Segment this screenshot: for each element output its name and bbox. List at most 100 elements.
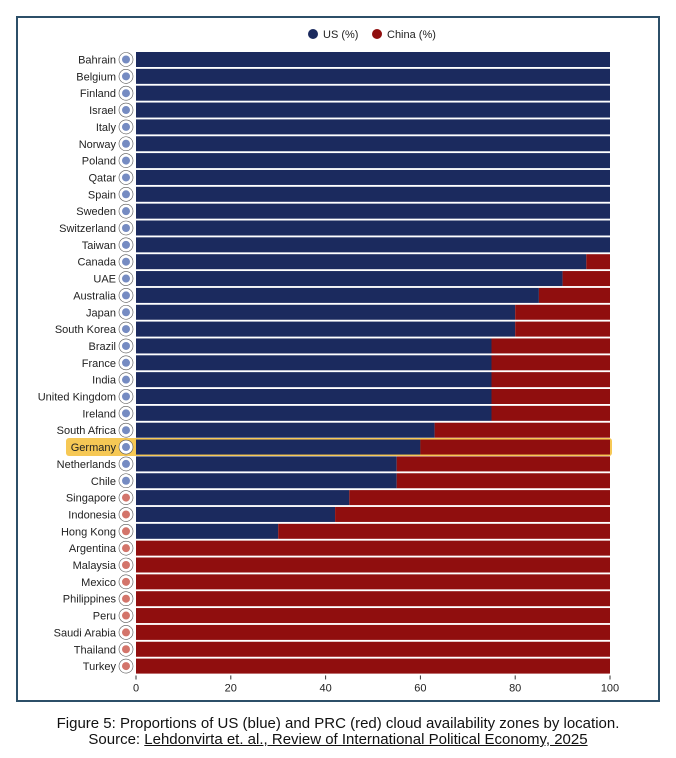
bar-us-brazil xyxy=(136,338,492,354)
bar-china-hong-kong xyxy=(278,523,610,539)
category-label-switzerland: Switzerland xyxy=(59,223,116,235)
bar-us-taiwan xyxy=(136,237,610,253)
flag-dot-bahrain xyxy=(122,55,130,64)
flag-dot-finland xyxy=(122,89,130,98)
legend-label-us: US (%) xyxy=(323,29,358,41)
category-label-australia: Australia xyxy=(73,290,117,302)
category-label-france: France xyxy=(82,358,116,370)
bar-china-thailand xyxy=(136,641,610,657)
category-label-poland: Poland xyxy=(82,156,116,168)
bar-china-india xyxy=(491,372,610,388)
bar-us-germany xyxy=(136,439,421,455)
bar-china-south-korea xyxy=(515,321,610,337)
bar-us-india xyxy=(136,372,492,388)
caption-source-label: Source: xyxy=(88,731,145,748)
flag-dot-spain xyxy=(122,190,130,199)
category-label-chile: Chile xyxy=(91,476,116,488)
legend-marker-china xyxy=(372,29,382,39)
bar-china-singapore xyxy=(349,490,610,506)
bar-us-qatar xyxy=(136,169,610,185)
category-label-thailand: Thailand xyxy=(74,644,116,656)
flag-dot-turkey xyxy=(122,662,130,671)
flag-dot-argentina xyxy=(122,544,130,553)
category-label-indonesia: Indonesia xyxy=(68,509,117,521)
bar-china-uae xyxy=(562,271,610,287)
bar-us-south-africa xyxy=(136,422,435,438)
legend-label-china: China (%) xyxy=(387,29,436,41)
flag-dot-netherlands xyxy=(122,459,130,468)
figure-caption: Figure 5: Proportions of US (blue) and P… xyxy=(0,716,676,748)
bar-china-canada xyxy=(586,254,610,270)
caption-source-link[interactable]: Lehdonvirta et. al., Review of Internati… xyxy=(144,731,588,748)
bar-china-argentina xyxy=(136,540,610,556)
bar-us-united-kingdom xyxy=(136,389,492,404)
category-label-spain: Spain xyxy=(88,189,116,201)
flag-dot-brazil xyxy=(122,341,130,350)
flag-dot-malaysia xyxy=(122,561,130,569)
category-label-mexico: Mexico xyxy=(81,577,116,589)
bar-us-poland xyxy=(136,153,610,169)
bar-us-south-korea xyxy=(136,321,516,337)
bar-china-south-africa xyxy=(434,422,610,438)
category-label-qatar: Qatar xyxy=(88,172,116,184)
flag-dot-saudi-arabia xyxy=(122,628,130,637)
category-label-south-africa: South Africa xyxy=(57,425,117,437)
category-label-brazil: Brazil xyxy=(88,341,116,353)
flag-dot-poland xyxy=(122,156,130,165)
category-label-ireland: Ireland xyxy=(82,408,116,420)
figure-frame: US (%) China (%) Bahrain Belgium Finland Isra… xyxy=(16,16,660,702)
bar-us-indonesia xyxy=(136,506,336,522)
flag-dot-germany xyxy=(122,443,130,452)
category-label-italy: Italy xyxy=(96,122,117,134)
x-tick-label-80: 80 xyxy=(509,682,521,694)
bar-us-spain xyxy=(136,186,610,202)
category-label-philippines: Philippines xyxy=(63,594,117,606)
flag-dot-thailand xyxy=(122,645,130,654)
flag-dot-chile xyxy=(122,476,130,485)
category-label-saudi-arabia: Saudi Arabia xyxy=(54,627,117,639)
category-label-uae: UAE xyxy=(93,274,116,286)
bar-us-france xyxy=(136,355,492,371)
bar-us-australia xyxy=(136,287,539,303)
flag-dot-belgium xyxy=(122,72,130,81)
caption-line: Figure 5: Proportions of US (blue) and P… xyxy=(56,715,620,732)
bar-us-japan xyxy=(136,304,516,320)
bar-us-belgium xyxy=(136,68,610,84)
category-label-malaysia: Malaysia xyxy=(73,560,117,572)
bar-china-australia xyxy=(538,287,610,303)
category-label-taiwan: Taiwan xyxy=(82,240,116,252)
bar-china-ireland xyxy=(491,405,610,421)
flag-dot-indonesia xyxy=(122,510,130,519)
category-label-united-kingdom: United Kingdom xyxy=(38,392,116,404)
bar-us-uae xyxy=(136,271,563,287)
x-tick-label-40: 40 xyxy=(319,682,331,694)
category-label-india: India xyxy=(92,375,117,387)
bar-us-bahrain xyxy=(136,52,610,67)
category-label-germany: Germany xyxy=(71,442,117,454)
bar-china-malaysia xyxy=(136,557,610,573)
category-label-peru: Peru xyxy=(93,611,116,623)
category-label-norway: Norway xyxy=(79,139,117,151)
flag-dot-canada xyxy=(122,257,130,266)
flag-dot-israel xyxy=(122,106,130,115)
flag-dot-ireland xyxy=(122,409,130,418)
bar-us-ireland xyxy=(136,405,492,421)
flag-dot-south-korea xyxy=(122,325,130,334)
flag-dot-australia xyxy=(122,291,130,300)
flag-dot-india xyxy=(122,375,130,384)
bar-china-brazil xyxy=(491,338,610,354)
bar-china-japan xyxy=(515,304,610,320)
flag-dot-france xyxy=(122,358,130,367)
bar-china-saudi-arabia xyxy=(136,624,610,640)
x-tick-label-100: 100 xyxy=(601,682,619,694)
category-label-bahrain: Bahrain xyxy=(78,55,116,67)
flag-dot-sweden xyxy=(122,207,130,216)
category-label-sweden: Sweden xyxy=(76,206,116,218)
bar-china-netherlands xyxy=(396,456,610,472)
bar-us-norway xyxy=(136,136,610,152)
x-tick-label-60: 60 xyxy=(414,682,426,694)
flag-dot-philippines xyxy=(122,594,130,603)
flag-dot-japan xyxy=(122,308,130,317)
category-label-finland: Finland xyxy=(80,88,116,100)
category-label-japan: Japan xyxy=(86,307,116,319)
